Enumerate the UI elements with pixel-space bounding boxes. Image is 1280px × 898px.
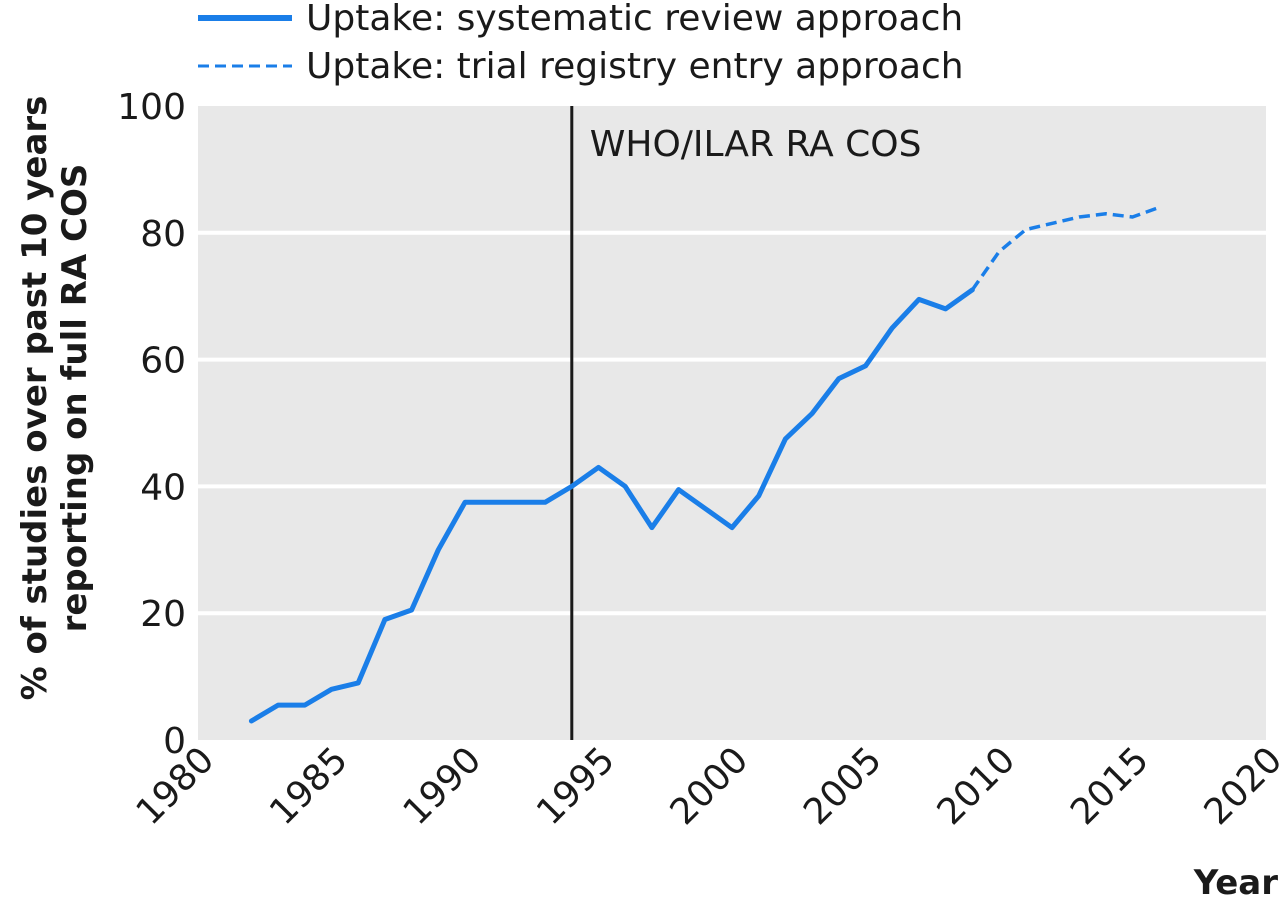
legend-label-systematic-review: Uptake: systematic review approach [306, 0, 963, 39]
plot-area [198, 106, 1266, 740]
x-tick-label-1990: 1990 [396, 739, 490, 833]
y-axis-title: % of studies over past 10 years reportin… [15, 96, 95, 701]
x-axis-title: Year [1193, 863, 1279, 898]
y-tick-label-40: 40 [140, 467, 186, 508]
y-axis-title-line-1: % of studies over past 10 years [15, 96, 55, 701]
y-tick-label-20: 20 [140, 594, 186, 635]
legend: Uptake: systematic review approach Uptak… [198, 0, 964, 87]
annotations: WHO/ILAR RA COS [570, 106, 922, 740]
y-tick-label-60: 60 [140, 341, 186, 382]
x-tick-label-2020: 2020 [1197, 739, 1280, 833]
x-tick-label-2005: 2005 [796, 739, 890, 833]
grid-lines [198, 230, 1266, 616]
series-layer [248, 205, 1160, 724]
series-line-0 [248, 287, 975, 724]
y-tick-label-0: 0 [163, 721, 186, 762]
annotation-label-0: WHO/ILAR RA COS [590, 124, 922, 165]
y-tick-label-100: 100 [117, 87, 186, 128]
x-tick-label-2010: 2010 [930, 739, 1024, 833]
y-axis-ticks: 0 20 40 60 80 100 [117, 87, 186, 762]
x-tick-label-1995: 1995 [529, 739, 623, 833]
x-tick-label-2000: 2000 [663, 739, 757, 833]
y-tick-label-80: 80 [140, 214, 186, 255]
series-line-1 [970, 205, 1160, 291]
y-axis-title-line-2: reporting on full RA COS [55, 164, 95, 633]
x-axis-ticks: 1980 1985 1990 1995 2000 2005 2010 2015 2020 [129, 739, 1280, 833]
legend-label-trial-registry: Uptake: trial registry entry approach [306, 46, 964, 87]
x-tick-label-2015: 2015 [1063, 739, 1157, 833]
x-tick-label-1985: 1985 [262, 739, 356, 833]
